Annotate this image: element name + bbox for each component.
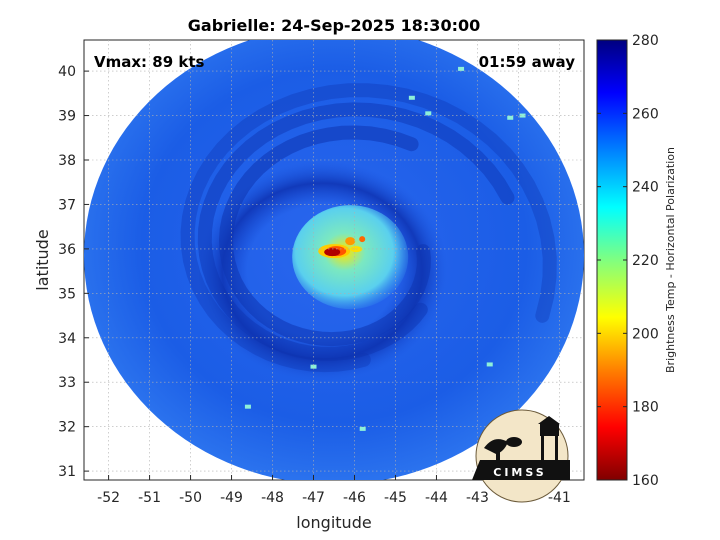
microwave-swath-layer — [84, 40, 584, 480]
x-tick-label: -41 — [548, 490, 571, 506]
x-tick-label: -43 — [466, 490, 489, 506]
y-tick-label: 38 — [58, 153, 76, 169]
chart-title: Gabrielle: 24-Sep-2025 18:30:00 — [188, 16, 480, 35]
y-tick-label: 33 — [58, 375, 76, 391]
y-tick-label: 37 — [58, 197, 76, 213]
eye-ring — [292, 205, 409, 310]
speckle — [507, 115, 514, 120]
speckle — [244, 404, 251, 409]
convective-speckles — [244, 66, 526, 431]
y-tick-label: 34 — [58, 331, 76, 347]
x-tick-label: -50 — [179, 490, 202, 506]
x-tick-label: -52 — [97, 490, 120, 506]
colorbar-ticks: 160 180 200 220 240 260 280 — [597, 33, 659, 489]
colorbar-tick-label: 240 — [632, 180, 659, 196]
colorbar-tick-label: 180 — [632, 400, 659, 416]
y-tick-label: 31 — [58, 464, 76, 480]
spiral-band — [218, 125, 431, 347]
x-tick-label: -44 — [425, 490, 448, 506]
speckle — [486, 362, 493, 367]
colorbar-label: Brightness Temp - Horizontal Polarizatio… — [664, 147, 677, 373]
y-tick-label: 40 — [58, 64, 76, 80]
y-tick-label: 36 — [58, 242, 76, 258]
convective-cell — [324, 248, 341, 257]
vmax-label: Vmax: 89 kts — [94, 53, 204, 71]
y-tick-label: 35 — [58, 286, 76, 302]
speckle — [519, 113, 526, 118]
time-away-label: 01:59 away — [479, 53, 576, 71]
colorbar — [596, 39, 628, 481]
cimss-logo-icon: CIMSS — [472, 409, 570, 503]
colorbar-tick-label: 200 — [632, 326, 659, 342]
speckle — [458, 66, 465, 71]
cimss-logo-text: CIMSS — [493, 466, 546, 479]
speckle — [359, 426, 366, 431]
convective-cell — [345, 237, 356, 246]
spiral-band — [197, 102, 515, 361]
colorbar-tick-label: 280 — [632, 33, 659, 49]
x-axis-label: longitude — [296, 513, 371, 532]
x-tick-label: -51 — [138, 490, 161, 506]
convective-cell — [359, 236, 366, 243]
colorbar-tick-label: 160 — [632, 473, 659, 489]
speckle — [408, 95, 415, 100]
x-tick-label: -46 — [343, 490, 366, 506]
speckle — [425, 111, 432, 116]
colorbar-tick-label: 220 — [632, 253, 659, 269]
spiral-band — [180, 83, 557, 373]
y-axis-label: latitude — [33, 229, 52, 290]
colorbar-tick-label: 260 — [632, 106, 659, 122]
y-tick-label: 32 — [58, 420, 76, 436]
x-tick-label: -47 — [302, 490, 325, 506]
spiral-bands — [180, 83, 557, 373]
y-tick-label: 39 — [58, 109, 76, 125]
y-ticks: 31 32 33 34 35 36 37 38 39 40 — [58, 64, 89, 480]
x-tick-label: -48 — [261, 490, 284, 506]
x-tick-label: -49 — [220, 490, 243, 506]
speckle — [310, 364, 317, 369]
x-tick-label: -45 — [384, 490, 407, 506]
